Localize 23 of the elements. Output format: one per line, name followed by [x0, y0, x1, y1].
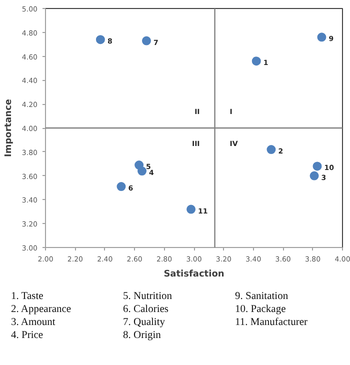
text: 11. Manufacturer: [235, 316, 308, 329]
text: 8. Origin: [123, 329, 162, 342]
text: 1. Taste: [11, 290, 44, 303]
text: 2. Appearance: [11, 303, 72, 316]
y-axis-title: Importance: [4, 98, 14, 158]
point: [317, 32, 326, 42]
point: [186, 204, 196, 214]
point: [252, 56, 261, 66]
x-axis-title: Satisfaction: [164, 270, 224, 280]
text: 6. Calories: [123, 303, 170, 316]
point: [116, 182, 126, 192]
point: [310, 171, 319, 180]
text: 5. Nutrition: [123, 290, 173, 303]
text: 9. Sanitation: [235, 290, 290, 303]
point: [312, 162, 322, 171]
point: [266, 145, 276, 154]
text: 7. Quality: [123, 316, 166, 329]
point: [96, 35, 105, 44]
text: 10. Package: [235, 303, 287, 316]
text: 4. Price: [11, 329, 44, 342]
point: [134, 160, 144, 170]
text: 3. Amount: [11, 316, 56, 329]
point: [142, 36, 151, 46]
